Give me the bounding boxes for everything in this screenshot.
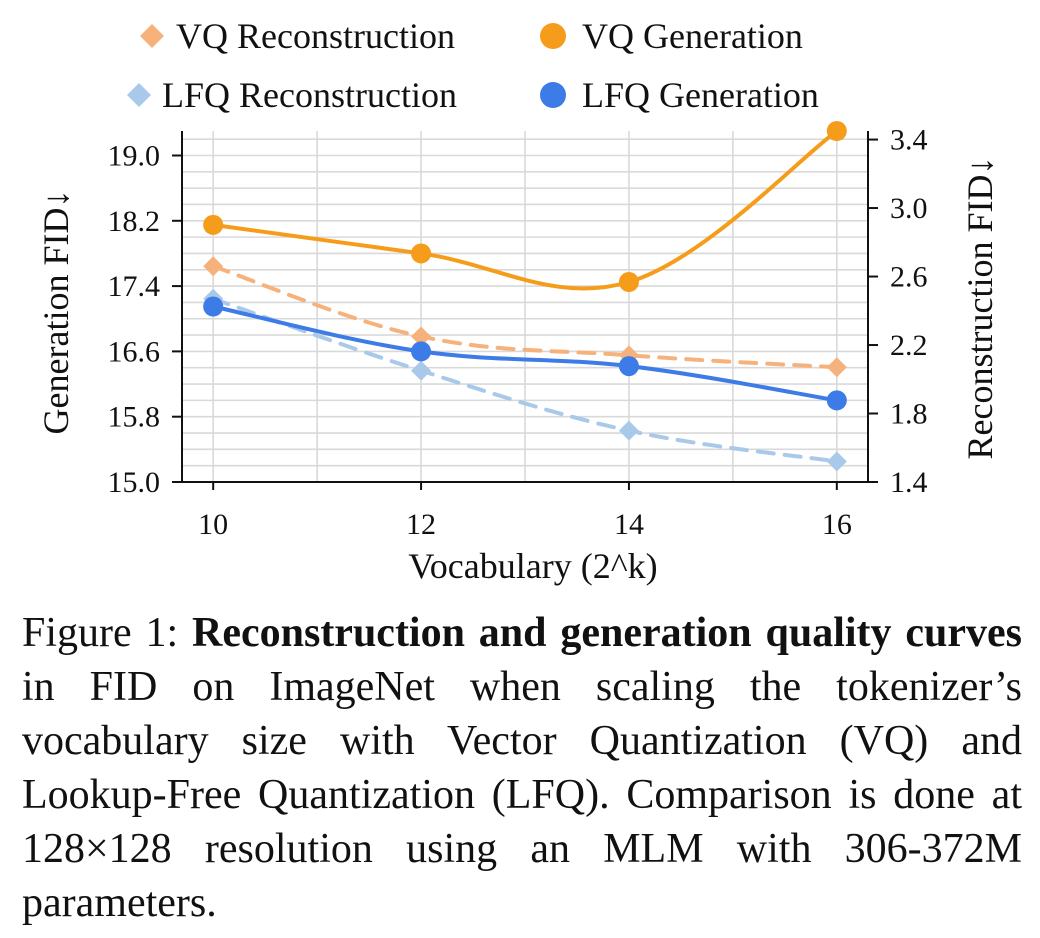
lfq-generation-point xyxy=(618,356,639,377)
legend: VQ Reconstruction VQ Generation LFQ Recons… xyxy=(127,16,819,115)
right-tick-label: 3.0 xyxy=(890,192,928,225)
lfq-generation-line xyxy=(211,304,839,403)
caption-prefix: Figure 1: xyxy=(22,610,192,656)
x-tick-label: 16 xyxy=(822,508,852,541)
vq-reconstruction-point xyxy=(203,256,224,277)
left-tick-label: 15.8 xyxy=(108,401,161,434)
lfq-generation-point xyxy=(203,296,224,317)
lfq-reconstruction-point xyxy=(618,420,639,441)
right-tick-label: 1.4 xyxy=(890,466,928,499)
left-tick-label: 15.0 xyxy=(108,466,161,499)
vq-generation-point xyxy=(411,243,432,264)
legend-marker-lfq-reconstruction xyxy=(127,83,151,107)
vq-reconstruction-point xyxy=(826,357,847,378)
legend-label-lfq-generation: LFQ Generation xyxy=(582,75,819,115)
legend-label-vq-reconstruction: VQ Reconstruction xyxy=(176,16,455,56)
x-tick-label: 10 xyxy=(198,508,228,541)
figure: 15.0 15.8 16.6 17.4 18.2 19.0 1.4 1.8 2.2 2.6 3.0 3… xyxy=(36,16,1000,586)
vq-reconstruction-line xyxy=(211,264,839,370)
right-tick-label: 3.4 xyxy=(890,124,928,157)
lfq-reconstruction-point xyxy=(826,451,847,472)
series xyxy=(203,121,847,472)
caption-bold: Reconstruction and generation quality cu… xyxy=(192,610,1022,656)
grid xyxy=(182,131,868,483)
left-tick-label: 16.6 xyxy=(108,335,161,368)
legend-marker-vq-generation xyxy=(540,23,566,49)
lfq-generation-point xyxy=(826,390,847,411)
x-axis-title: Vocabulary (2^k) xyxy=(408,546,657,586)
lfq-reconstruction-point xyxy=(411,360,432,381)
left-tick-label: 17.4 xyxy=(108,270,161,303)
vq-reconstruction-point xyxy=(411,326,432,347)
right-tick-label: 1.8 xyxy=(890,398,928,431)
right-axis-title: Reconstruction FID↓ xyxy=(960,157,1000,460)
x-tick-label: 12 xyxy=(406,508,436,541)
left-tick-label: 18.2 xyxy=(108,205,161,238)
chart: 15.0 15.8 16.6 17.4 18.2 19.0 1.4 1.8 2.2 2.6 3.0 3… xyxy=(36,16,1000,586)
vq-generation-point xyxy=(826,121,847,141)
left-axis-title: Generation FID↓ xyxy=(36,190,76,435)
right-tick-label: 2.2 xyxy=(890,329,928,362)
legend-label-lfq-reconstruction: LFQ Reconstruction xyxy=(162,75,457,115)
caption-body: in FID on ImageNet when scaling the toke… xyxy=(22,664,1022,926)
figure-caption: Figure 1: Reconstruction and generation … xyxy=(22,606,1022,930)
legend-marker-lfq-generation xyxy=(540,82,566,108)
vq-generation-point xyxy=(203,214,224,235)
right-tick-label: 2.6 xyxy=(890,261,928,294)
legend-label-vq-generation: VQ Generation xyxy=(582,16,803,56)
legend-marker-vq-reconstruction xyxy=(140,24,164,48)
vq-generation-line xyxy=(211,129,839,291)
axes: 15.0 15.8 16.6 17.4 18.2 19.0 1.4 1.8 2.2 2.6 3.0 3… xyxy=(108,124,928,541)
left-tick-label: 19.0 xyxy=(108,139,161,172)
lfq-generation-point xyxy=(411,341,432,362)
vq-generation-point xyxy=(618,272,639,293)
x-tick-label: 14 xyxy=(614,508,644,541)
lfq-reconstruction-line xyxy=(211,296,839,464)
